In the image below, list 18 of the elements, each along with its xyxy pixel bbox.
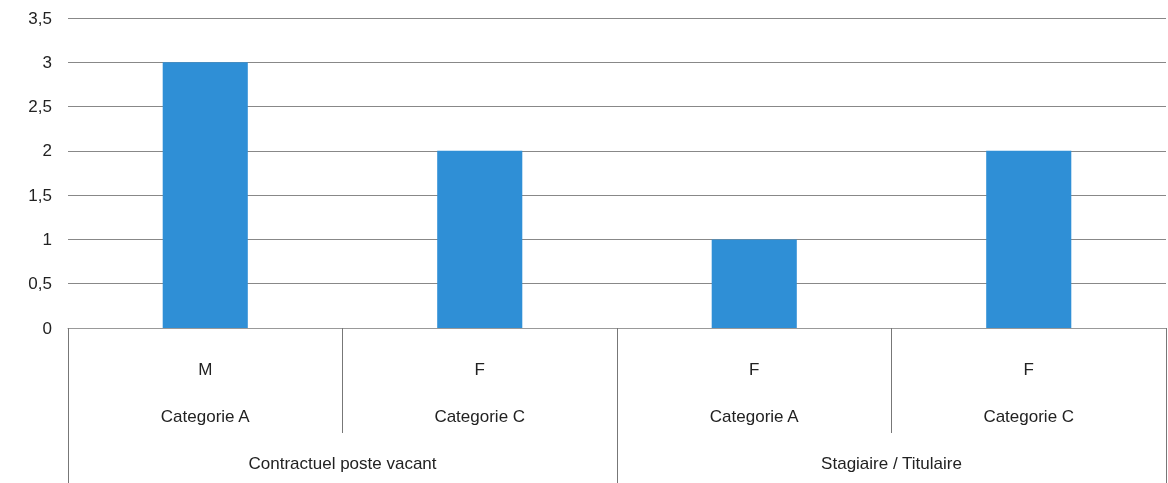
y-tick-label: 0,5 — [28, 274, 52, 294]
y-tick-label: 3 — [42, 52, 52, 72]
y-tick-label: 3,5 — [28, 8, 52, 28]
bar — [711, 239, 797, 328]
y-tick-label: 2,5 — [28, 97, 52, 117]
y-tick-label: 1,5 — [28, 185, 52, 205]
bar — [162, 62, 248, 328]
bar — [986, 150, 1072, 328]
y-tick-label: 1 — [42, 229, 52, 249]
y-tick-label: 0 — [42, 318, 52, 338]
category-label: F Categorie C — [434, 360, 526, 426]
bar — [437, 150, 523, 328]
category-label: F Categorie A — [709, 360, 799, 426]
text: Contractuel poste vacant — [248, 454, 437, 473]
category-label: F Categorie C — [983, 360, 1075, 426]
y-tick-label: 2 — [42, 141, 52, 161]
category-label: M Categorie A — [160, 360, 250, 426]
text: Stagiaire / Titulaire — [821, 454, 962, 473]
